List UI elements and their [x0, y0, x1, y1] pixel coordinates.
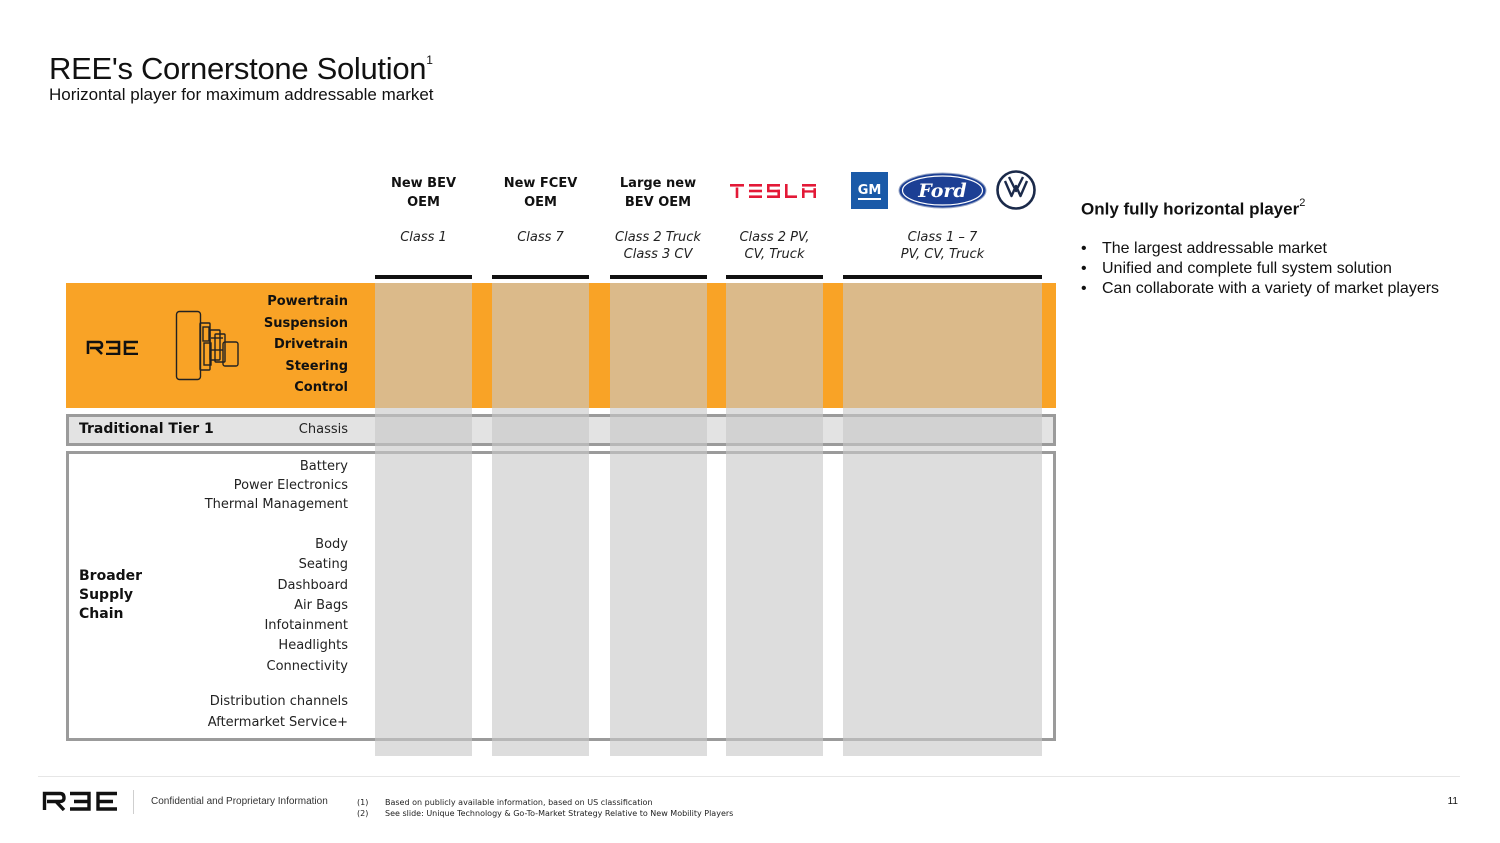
footer-separator — [133, 790, 134, 814]
tier1-item-chassis: Chassis — [298, 422, 348, 437]
footer-divider — [38, 776, 1460, 777]
column-class-legacy-oems: Class 1 – 7 PV, CV, Truck — [843, 229, 1042, 263]
column-name: New BEV OEM — [390, 176, 457, 210]
column-class-tesla: Class 2 PV, CV, Truck — [716, 229, 833, 263]
supply-group-distribution: Distribution channels Aftermarket Servic… — [170, 692, 348, 733]
supply-group-energy: Battery Power Electronics Thermal Manage… — [170, 457, 348, 514]
column-class: Class 1 – 7 PV, CV, Truck — [900, 230, 985, 262]
column-bar — [610, 275, 707, 279]
column-class-large-bev: Class 2 Truck Class 3 CV — [600, 229, 716, 263]
right-panel-title: Only fully horizontal player2 — [1081, 197, 1306, 219]
column-bar — [726, 275, 823, 279]
column-bar — [492, 275, 589, 279]
column-bar — [375, 275, 472, 279]
column-shade-4 — [726, 283, 823, 756]
tesla-logo — [730, 183, 820, 199]
ree-component-powertrain: Powertrain — [267, 294, 348, 309]
supply-item: Connectivity — [266, 658, 348, 674]
footnote-number: (1) — [357, 798, 369, 807]
column-class: Class 1 — [400, 230, 447, 245]
ree-component-list: Powertrain Suspension Drivetrain Steerin… — [230, 291, 348, 399]
corner-module-icon — [175, 310, 241, 382]
column-name: New FCEV OEM — [503, 176, 578, 210]
supply-item: Aftermarket Service+ — [207, 714, 348, 730]
svg-text:GM: GM — [858, 183, 882, 198]
supply-item: Battery — [299, 459, 348, 474]
page-number: 11 — [1447, 796, 1458, 807]
ree-logo — [86, 340, 140, 356]
column-bar — [843, 275, 1042, 279]
right-panel-bullet: • The largest addressable market — [1081, 240, 1327, 257]
supply-group-body: Body Seating Dashboard Air Bags Infotain… — [170, 535, 348, 677]
column-name: Large new BEV OEM — [619, 176, 697, 210]
ford-logo: Ford — [898, 172, 987, 209]
column-class-new-fcev: Class 7 — [492, 229, 589, 246]
vw-logo — [996, 170, 1036, 210]
supply-item: Power Electronics — [233, 478, 348, 493]
supply-item: Air Bags — [294, 597, 348, 613]
supply-item: Thermal Management — [204, 497, 348, 512]
column-header-large-bev: Large new BEV OEM — [603, 174, 713, 212]
column-class: Class 2 PV, CV, Truck — [739, 230, 810, 262]
footnote-number: (2) — [357, 809, 369, 818]
supply-item: Headlights — [278, 638, 348, 654]
supply-chain-label: Broader Supply Chain — [79, 568, 143, 622]
column-shade-2 — [492, 283, 589, 756]
gm-logo: GM — [851, 172, 888, 209]
column-class-new-bev: Class 1 — [375, 229, 472, 246]
column-class: Class 7 — [517, 230, 564, 245]
column-header-new-bev: New BEV OEM — [375, 174, 472, 212]
page-title: REE's Cornerstone Solution1 — [49, 51, 433, 86]
ree-component-drivetrain: Drivetrain — [273, 337, 348, 352]
column-shade-5 — [843, 283, 1042, 756]
right-panel-bullet: • Unified and complete full system soluti… — [1081, 260, 1392, 277]
ree-component-control: Control — [294, 380, 348, 395]
footnote-text: Based on publicly available information,… — [385, 798, 653, 807]
supply-item: Dashboard — [277, 577, 348, 593]
column-shade-3 — [610, 283, 707, 756]
supply-item: Distribution channels — [209, 694, 348, 709]
tier1-label: Traditional Tier 1 — [79, 421, 214, 437]
ree-component-steering: Steering — [285, 358, 348, 374]
supply-item: Infotainment — [264, 618, 348, 634]
right-panel-bullet: • Can collaborate with a variety of marke… — [1081, 280, 1440, 297]
page-subtitle: Horizontal player for maximum addressabl… — [49, 85, 434, 104]
footnote-text: See slide: Unique Technology & Go-To-Mar… — [385, 809, 734, 818]
supply-item: Body — [315, 537, 348, 552]
svg-text:Ford: Ford — [917, 180, 966, 202]
supply-item: Seating — [298, 557, 348, 573]
column-class: Class 2 Truck Class 3 CV — [615, 230, 701, 262]
column-header-new-fcev: New FCEV OEM — [492, 174, 589, 212]
footer-confidential: Confidential and Proprietary Information — [151, 796, 328, 807]
ree-component-suspension: Suspension — [263, 315, 348, 331]
footer-ree-logo — [42, 791, 119, 812]
column-shade-1 — [375, 283, 472, 756]
